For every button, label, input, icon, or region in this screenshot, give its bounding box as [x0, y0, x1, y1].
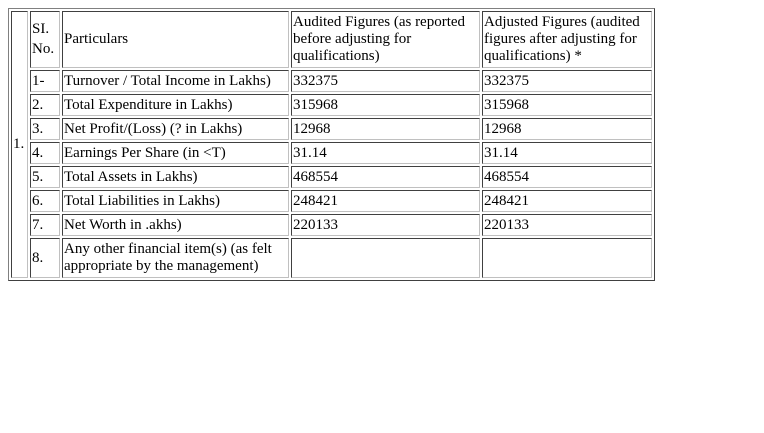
row-audited-value: [291, 238, 480, 278]
audited-header-line1: Audited Figures (as reported: [293, 14, 466, 30]
row-adjusted-value: 248421: [482, 190, 652, 212]
row-number: 1-: [30, 70, 60, 92]
row-audited-value: 12968: [291, 118, 480, 140]
row-particular: Net Worth in .akhs): [62, 214, 289, 236]
row-particular: Total Liabilities in Lakhs): [62, 190, 289, 212]
table-row: 7. Net Worth in .akhs) 220133 220133: [11, 214, 652, 236]
particulars-header-label: Particulars: [64, 31, 129, 47]
adjusted-figures-header: Adjusted Figures (audited figures after …: [482, 11, 652, 68]
row-number: 5.: [30, 166, 60, 188]
row-audited-value: 220133: [291, 214, 480, 236]
sl-no-header: SI. No.: [30, 11, 60, 68]
table-header-row: 1. SI. No. Particulars Audited Figures (…: [11, 11, 652, 278]
section-number-cell: 1.: [11, 11, 28, 278]
row-number: 4.: [30, 142, 60, 164]
adjusted-header-line2: figures after adjusting for: [484, 31, 637, 47]
table-row-other-items: 8. Any other financial item(s) (as felt …: [11, 238, 652, 278]
table-row: 6. Total Liabilities in Lakhs) 248421 24…: [11, 190, 652, 212]
row-number: 7.: [30, 214, 60, 236]
row-particular: Net Profit/(Loss) (? in Lakhs): [62, 118, 289, 140]
row-audited-value: 315968: [291, 94, 480, 116]
row-adjusted-value: 332375: [482, 70, 652, 92]
audited-figures-header: Audited Figures (as reported before adju…: [291, 11, 480, 68]
sl-no-header-line1: SI.: [32, 21, 50, 37]
row-adjusted-value: 315968: [482, 94, 652, 116]
table-row: 4. Earnings Per Share (in <T) 31.14 31.1…: [11, 142, 652, 164]
row-number: 8.: [30, 238, 60, 278]
row-adjusted-value: 12968: [482, 118, 652, 140]
table-row: 1- Turnover / Total Income in Lakhs) 332…: [11, 70, 652, 92]
other-items-line2: appropriate by the management): [64, 258, 259, 274]
adjusted-header-line1: Adjusted Figures (audited: [484, 14, 640, 30]
row-audited-value: 332375: [291, 70, 480, 92]
table-row: 2. Total Expenditure in Lakhs) 315968 31…: [11, 94, 652, 116]
table-row: 5. Total Assets in Lakhs) 468554 468554: [11, 166, 652, 188]
particulars-header: Particulars: [62, 11, 289, 68]
row-adjusted-value: 220133: [482, 214, 652, 236]
adjusted-header-line3: qualifications) *: [484, 48, 582, 64]
row-number: 3.: [30, 118, 60, 140]
row-number: 6.: [30, 190, 60, 212]
row-adjusted-value: [482, 238, 652, 278]
audited-header-line3: qualifications): [293, 48, 380, 64]
row-adjusted-value: 468554: [482, 166, 652, 188]
sl-no-header-line2: No.: [32, 41, 55, 57]
row-particular: Total Expenditure in Lakhs): [62, 94, 289, 116]
row-audited-value: 468554: [291, 166, 480, 188]
row-number: 2.: [30, 94, 60, 116]
row-audited-value: 31.14: [291, 142, 480, 164]
audited-header-line2: before adjusting for: [293, 31, 412, 47]
row-audited-value: 248421: [291, 190, 480, 212]
table-row: 3. Net Profit/(Loss) (? in Lakhs) 12968 …: [11, 118, 652, 140]
other-items-line1: Any other financial item(s) (as felt: [64, 241, 272, 257]
section-number: 1.: [13, 136, 25, 152]
row-particular-other-items: Any other financial item(s) (as felt app…: [62, 238, 289, 278]
financial-results-table: 1. SI. No. Particulars Audited Figures (…: [8, 8, 655, 281]
row-adjusted-value: 31.14: [482, 142, 652, 164]
row-particular: Total Assets in Lakhs): [62, 166, 289, 188]
row-particular: Turnover / Total Income in Lakhs): [62, 70, 289, 92]
row-particular: Earnings Per Share (in <T): [62, 142, 289, 164]
